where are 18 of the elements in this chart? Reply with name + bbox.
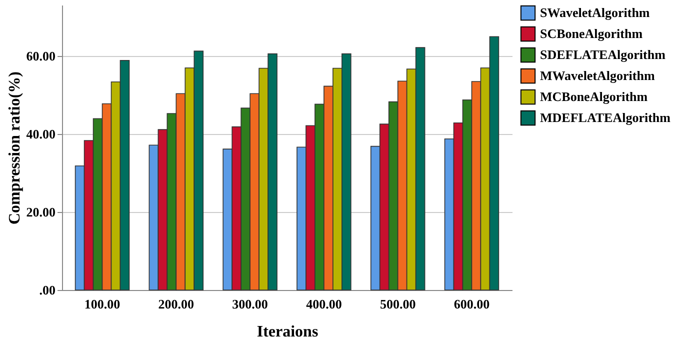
legend-label: MCBoneAlgorithm <box>540 89 648 104</box>
x-tick-label: 500.00 <box>380 296 416 312</box>
y-tick-label: 20.00 <box>26 204 56 220</box>
y-tick-label: .00 <box>39 282 56 298</box>
y-axis-title: Compression ratio(%) <box>6 71 24 225</box>
y-tick-label: 60.00 <box>26 48 56 64</box>
legend-label: SDEFLATEAlgorithm <box>540 47 666 62</box>
legend-label: MDEFLATEAlgorithm <box>540 110 671 125</box>
x-tick-label: 300.00 <box>232 296 268 312</box>
x-tick-label: 600.00 <box>454 296 490 312</box>
x-axis-title: Iteraions <box>256 324 318 340</box>
x-tick-label: 200.00 <box>158 296 194 312</box>
y-tick-label: 40.00 <box>26 126 56 142</box>
legend-label: MWaveletAlgorithm <box>540 68 655 83</box>
legend-label: SCBoneAlgorithm <box>540 26 643 41</box>
x-tick-label: 400.00 <box>306 296 342 312</box>
x-tick-label: 100.00 <box>84 296 120 312</box>
legend-label: SWaveletAlgorithm <box>540 5 650 20</box>
